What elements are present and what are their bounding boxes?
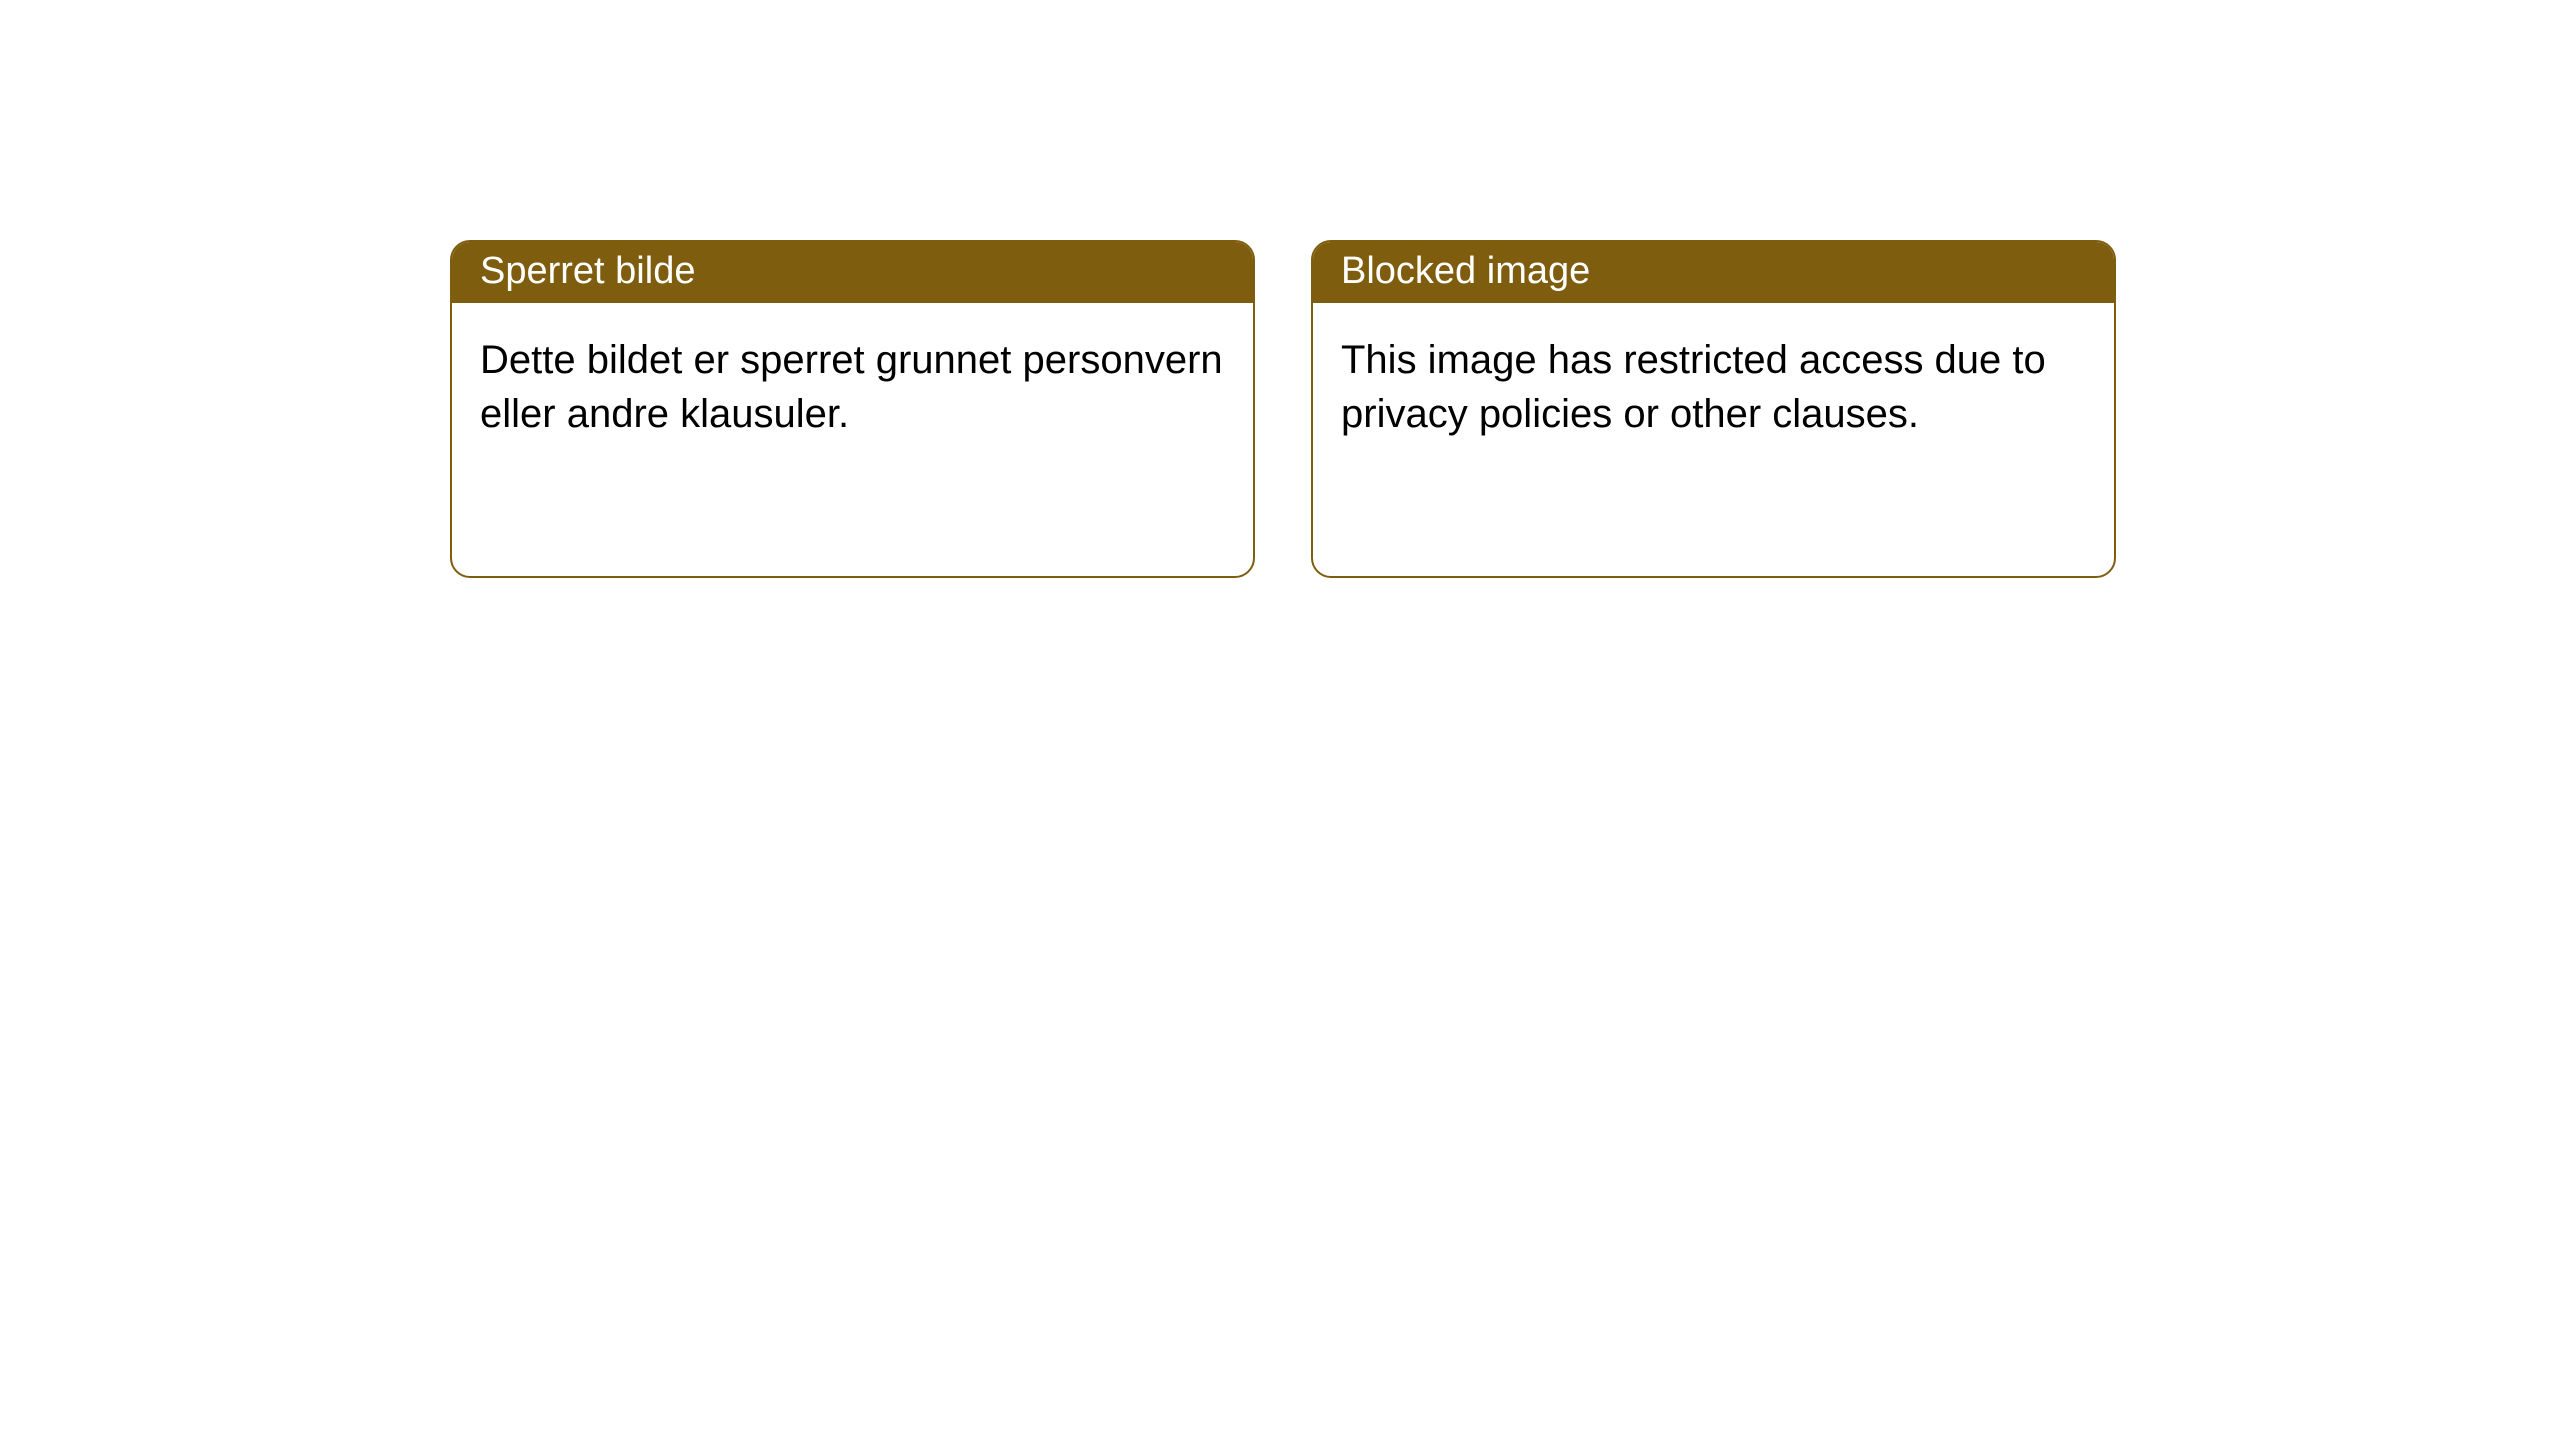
notice-container: Sperret bilde Dette bildet er sperret gr… [450, 240, 2116, 578]
notice-body-norwegian: Dette bildet er sperret grunnet personve… [452, 303, 1253, 471]
notice-box-norwegian: Sperret bilde Dette bildet er sperret gr… [450, 240, 1255, 578]
notice-title-norwegian: Sperret bilde [480, 250, 695, 292]
notice-body-english: This image has restricted access due to … [1313, 303, 2114, 471]
notice-title-english: Blocked image [1341, 250, 1590, 292]
notice-message-english: This image has restricted access due to … [1341, 338, 2046, 436]
notice-header-english: Blocked image [1313, 242, 2114, 303]
notice-header-norwegian: Sperret bilde [452, 242, 1253, 303]
notice-box-english: Blocked image This image has restricted … [1311, 240, 2116, 578]
notice-message-norwegian: Dette bildet er sperret grunnet personve… [480, 338, 1223, 436]
